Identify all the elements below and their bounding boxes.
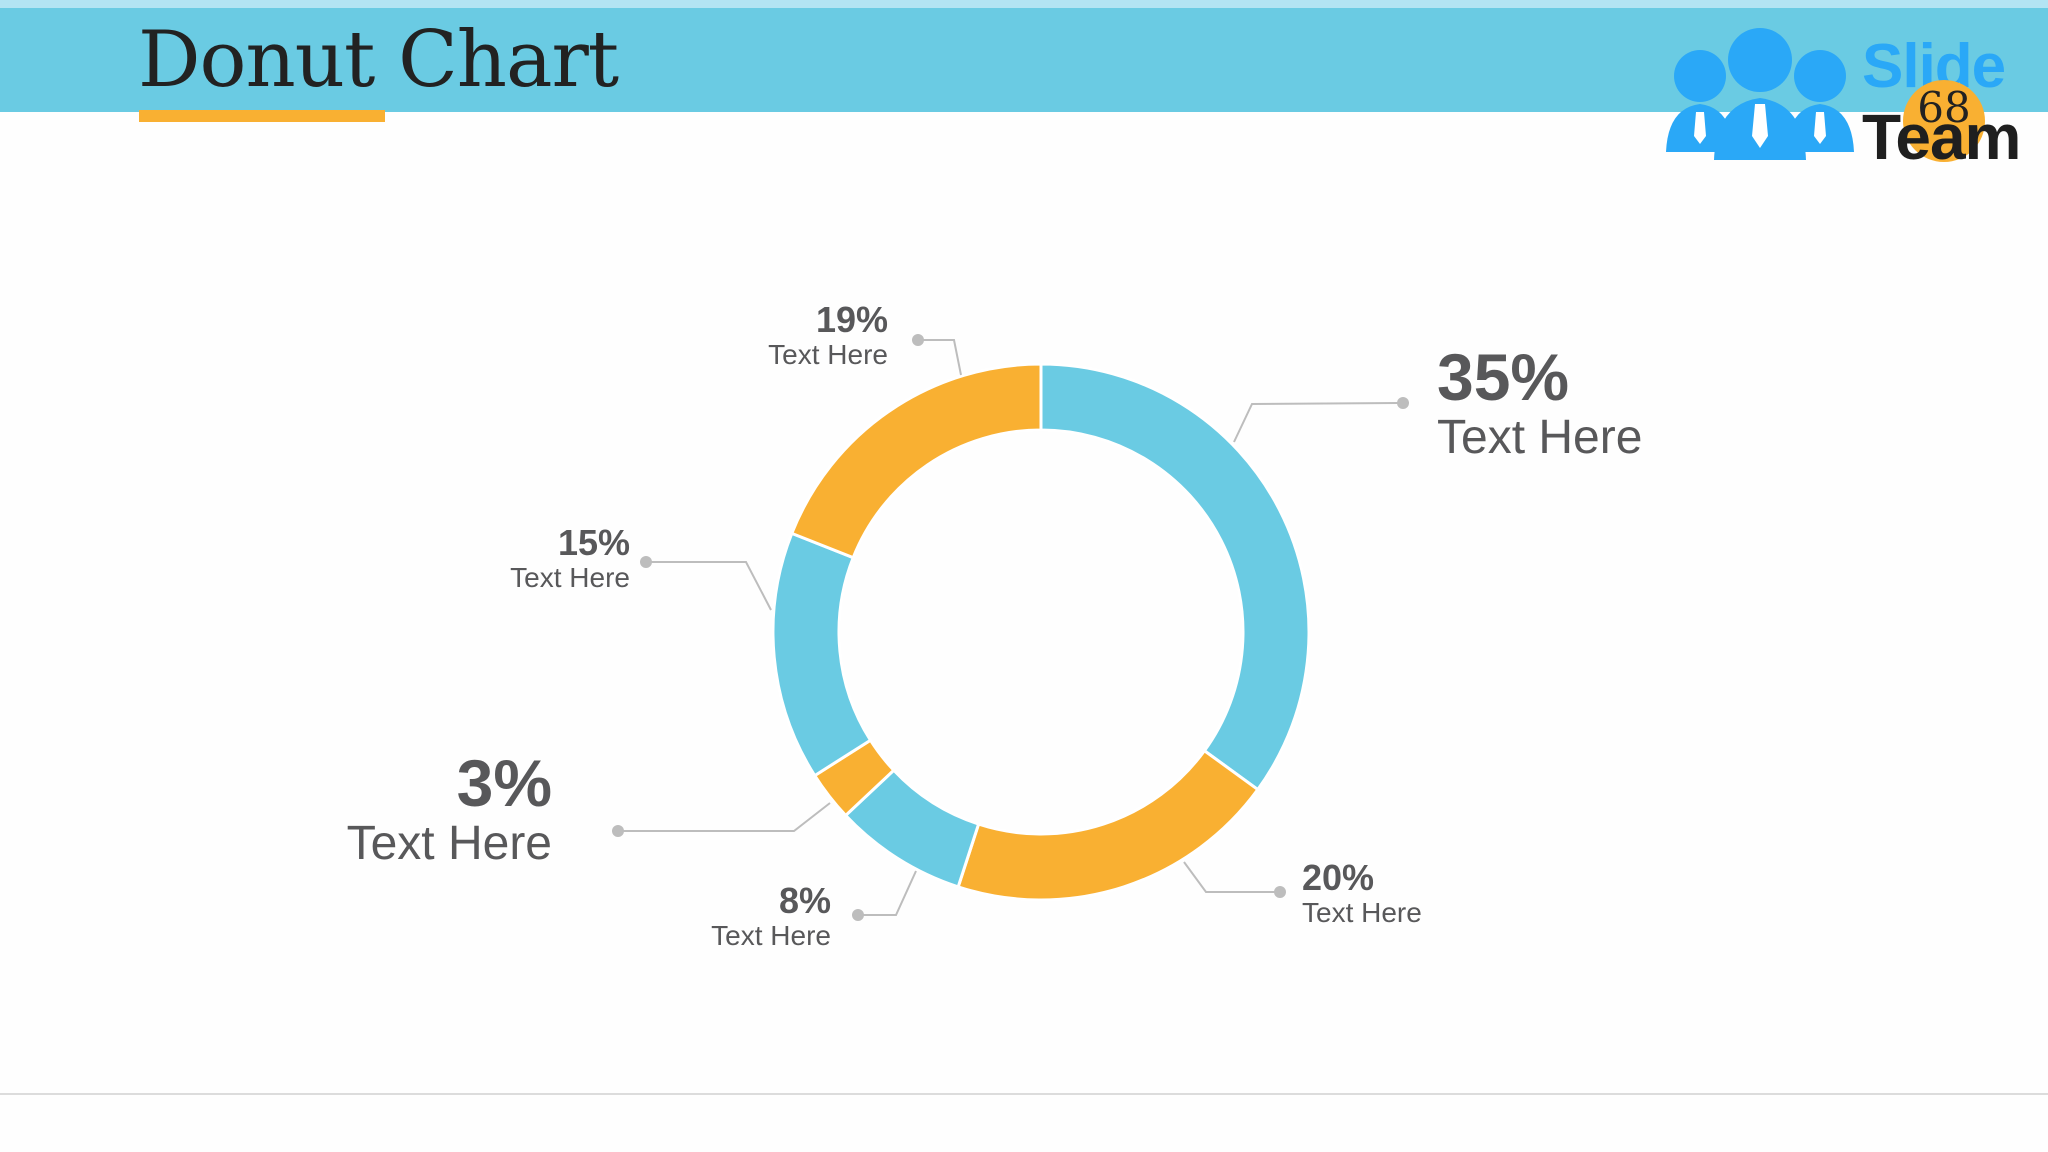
leader-dot-20: [1274, 886, 1286, 898]
callout-15: 15% Text Here: [510, 524, 630, 594]
callout-35: 35% Text Here: [1437, 342, 1642, 464]
callout-8: 8% Text Here: [711, 882, 831, 952]
callout-15-text: Text Here: [510, 562, 630, 593]
leader-dot-15: [640, 556, 652, 568]
logo-word-team: Team: [1862, 101, 2021, 173]
leader-line-3: [618, 802, 831, 832]
callout-3-text: Text Here: [346, 817, 552, 870]
callout-20: 20% Text Here: [1302, 859, 1422, 929]
leader-dot-3: [612, 825, 624, 837]
callout-3: 3% Text Here: [347, 748, 552, 870]
slide-number: 68: [1917, 83, 1971, 132]
team-people-icon: [1666, 28, 1854, 160]
donut-segment-35: [1039, 362, 1311, 792]
callout-15-percent: 15%: [557, 522, 630, 563]
leader-line-15: [646, 561, 772, 611]
donut-segment-20: [956, 748, 1260, 902]
donut-segment-19: [789, 362, 1043, 560]
slide-title: Donut Chart: [138, 15, 619, 105]
callout-35-percent: 35%: [1437, 340, 1570, 414]
header-top-strip: [0, 0, 2048, 8]
leader-dot-8: [852, 909, 864, 921]
leader-dots: [612, 334, 1409, 921]
leader-dot-19: [912, 334, 924, 346]
leader-line-35: [1233, 402, 1404, 443]
footer-divider: [0, 1093, 2048, 1095]
leader-dot-35: [1397, 397, 1409, 409]
callout-35-text: Text Here: [1437, 411, 1643, 464]
slideteam-logo: Slide Team 68: [1660, 24, 2030, 174]
leader-line-20: [1183, 861, 1280, 893]
leader-lines: [618, 339, 1404, 916]
donut-segments: [771, 362, 1311, 902]
callout-8-percent: 8%: [778, 880, 831, 921]
title-underline: [139, 110, 385, 122]
callout-19: 19% Text Here: [768, 301, 888, 371]
callout-19-percent: 19%: [815, 299, 888, 340]
leader-line-8: [858, 870, 917, 916]
callout-20-text: Text Here: [1302, 897, 1422, 928]
callout-8-text: Text Here: [711, 920, 831, 951]
callout-19-text: Text Here: [768, 339, 888, 370]
callout-20-percent: 20%: [1302, 857, 1375, 898]
slide-number-badge: [1903, 80, 1985, 162]
donut-segment-15: [771, 531, 873, 778]
callout-3-percent: 3%: [456, 746, 552, 820]
leader-line-19: [918, 339, 962, 376]
